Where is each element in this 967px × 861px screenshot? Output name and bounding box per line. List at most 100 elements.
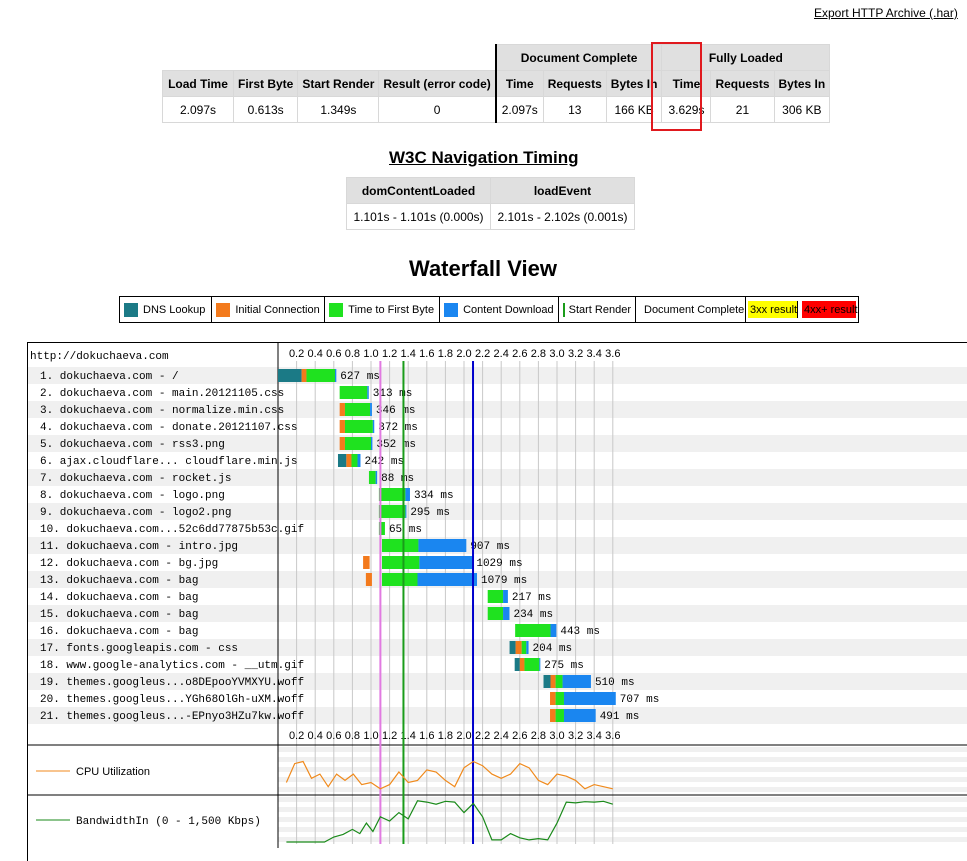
page-url-label: http://dokuchaeva.com xyxy=(30,351,169,363)
graph-stripe xyxy=(278,807,967,812)
request-label: 6. ajax.cloudflare... cloudflare.min.js xyxy=(40,456,297,468)
request-time: 346 ms xyxy=(376,405,416,417)
request-bar-ttfb xyxy=(344,420,373,433)
request-bar-ttfb xyxy=(306,369,336,382)
graph-stripe xyxy=(278,757,967,762)
axis-tick-bottom: 3.6 xyxy=(605,730,620,742)
request-bar-download xyxy=(367,386,369,399)
request-time: 352 ms xyxy=(376,439,416,451)
request-bar-connect xyxy=(550,692,556,705)
request-time: 1029 ms xyxy=(476,558,522,570)
request-label: 2. dokuchaeva.com - main.20121105.css xyxy=(40,388,284,400)
row-background xyxy=(28,673,967,690)
axis-tick-top: 2.4 xyxy=(494,348,509,360)
axis-tick-bottom: 1.8 xyxy=(438,730,453,742)
request-time: 491 ms xyxy=(600,711,640,723)
header-fl-requests: Requests xyxy=(710,70,775,97)
request-bar-download xyxy=(539,658,541,671)
request-label: 8. dokuchaeva.com - logo.png xyxy=(40,490,225,502)
request-bar-download xyxy=(419,556,473,569)
value-dom-content-loaded: 1.101s - 1.101s (0.000s) xyxy=(346,203,491,230)
request-bar-ttfb xyxy=(521,641,527,654)
request-bar-download xyxy=(550,624,557,637)
legend-3xx: 3xx result xyxy=(748,301,798,318)
waterfall-title: Waterfall View xyxy=(409,256,557,281)
legend-doc-complete-label: Document Complete xyxy=(644,303,745,316)
graph-stripe xyxy=(278,787,967,792)
value-start-render: 1.349s xyxy=(297,96,380,123)
axis-tick-top: 2.8 xyxy=(531,348,546,360)
axis-tick-bottom: 0.8 xyxy=(345,730,360,742)
request-bar-download xyxy=(371,437,373,450)
axis-tick-bottom: 3.2 xyxy=(568,730,583,742)
request-label: 5. dokuchaeva.com - rss3.png xyxy=(40,439,225,451)
header-dc-requests: Requests xyxy=(542,70,607,97)
request-bar-dns xyxy=(509,641,516,654)
legend-download: Content Download xyxy=(440,297,559,322)
waterfall-legend: DNS Lookup Initial Connection Time to Fi… xyxy=(119,296,859,323)
axis-tick-top: 3.2 xyxy=(568,348,583,360)
request-bar-dns xyxy=(278,369,302,382)
export-har-link[interactable]: Export HTTP Archive (.har) xyxy=(814,6,958,20)
request-label: 7. dokuchaeva.com - rocket.js xyxy=(40,473,231,485)
waterfall-chart: 0.2 0.2 0.4 0.4 0.6 0.6 0.8 0.8 1.0 1.0 1.2 1.2 1.4 1… xyxy=(27,342,967,861)
header-first-byte: First Byte xyxy=(232,70,299,97)
header-load-time: Load Time xyxy=(162,70,234,97)
request-bar-ttfb xyxy=(381,539,419,552)
request-bar-ttfb xyxy=(487,590,504,603)
legend-4xx-label: 4xx+ result xyxy=(804,303,858,316)
group-document-complete: Document Complete xyxy=(494,44,663,71)
request-bar-ttfb xyxy=(344,403,371,416)
axis-tick-top: 1.8 xyxy=(438,348,453,360)
request-label: 3. dokuchaeva.com - normalize.min.css xyxy=(40,405,284,417)
row-background xyxy=(28,537,967,554)
graph-stripe xyxy=(278,777,967,782)
request-time: 217 ms xyxy=(512,592,552,604)
waterfall-svg: 0.20.20.40.40.60.60.80.81.01.01.21.21.41… xyxy=(28,343,967,848)
header-start-render: Start Render xyxy=(297,70,380,97)
request-bar-download xyxy=(563,709,596,722)
legend-download-swatch xyxy=(444,302,459,317)
request-label: 19. themes.googleus...o8DEpooYVMXYU.woff xyxy=(40,677,304,689)
value-dc-time: 2.097s xyxy=(494,96,544,123)
bandwidth-label: BandwidthIn (0 - 1,500 Kbps) xyxy=(76,816,261,828)
request-time: 65 ms xyxy=(389,524,422,536)
request-label: 21. themes.googleus...-EPnyo3HZu7kw.woff xyxy=(40,711,304,723)
row-background xyxy=(28,401,967,418)
request-bar-ttfb xyxy=(378,522,385,535)
request-bar-connect xyxy=(363,556,370,569)
axis-tick-top: 0.4 xyxy=(308,348,323,360)
value-dc-requests: 13 xyxy=(542,96,607,123)
axis-tick-bottom: 1.0 xyxy=(363,730,378,742)
legend-connect-swatch xyxy=(216,302,231,317)
request-label: 18. www.google-analytics.com - __utm.gif xyxy=(40,660,304,672)
header-dc-time: Time xyxy=(494,70,544,97)
value-first-byte: 0.613s xyxy=(232,96,299,123)
row-background xyxy=(28,639,967,656)
axis-tick-bottom: 2.6 xyxy=(512,730,527,742)
request-label: 17. fonts.googleapis.com - css xyxy=(40,643,238,655)
request-bar-download xyxy=(418,539,467,552)
request-bar-dns xyxy=(514,658,520,671)
axis-tick-top: 0.8 xyxy=(345,348,360,360)
legend-3xx-label: 3xx result xyxy=(750,303,798,316)
row-background xyxy=(28,503,967,520)
axis-tick-bottom: 1.2 xyxy=(382,730,397,742)
summary-table: Document Complete Fully Loaded Load Time… xyxy=(162,44,831,123)
request-bar-download xyxy=(405,505,407,518)
request-bar-download xyxy=(503,607,510,620)
axis-tick-bottom: 2.4 xyxy=(494,730,509,742)
legend-start-render: Start Render xyxy=(559,297,636,322)
request-bar-dns xyxy=(543,675,551,688)
request-bar-ttfb xyxy=(351,454,358,467)
legend-ttfb-label: Time to First Byte xyxy=(348,303,435,316)
request-time: 1079 ms xyxy=(481,575,527,587)
request-bar-ttfb xyxy=(487,607,504,620)
request-bar-ttfb xyxy=(378,488,406,501)
request-bar-connect xyxy=(550,675,556,688)
request-label: 16. dokuchaeva.com - bag xyxy=(40,626,198,638)
request-bar-connect xyxy=(339,420,345,433)
request-time: 295 ms xyxy=(410,507,450,519)
value-load-time: 2.097s xyxy=(162,96,234,123)
request-time: 443 ms xyxy=(560,626,600,638)
